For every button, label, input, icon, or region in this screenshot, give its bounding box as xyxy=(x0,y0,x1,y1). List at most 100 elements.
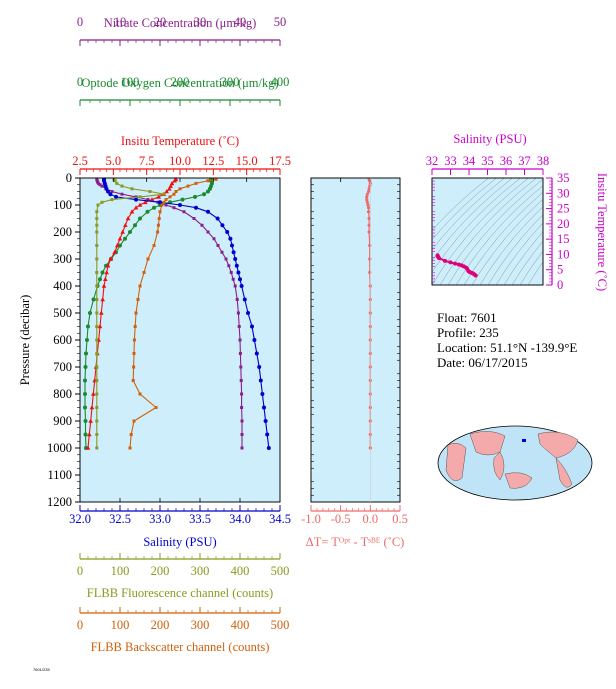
salinity-axis-title: Salinity (PSU) xyxy=(143,535,216,549)
ts-salinity-tick-label-0: 32 xyxy=(426,154,439,168)
fluorescence-tick-label-4: 400 xyxy=(231,564,250,578)
fluorescence-point-22 xyxy=(95,338,99,342)
oxygen-tick-label-2: 200 xyxy=(171,75,190,89)
nitrate-point-32 xyxy=(239,379,243,382)
pressure-tick-label-11: 1100 xyxy=(47,468,72,482)
ts-temperature-tick-label-3: 15 xyxy=(557,232,570,246)
date: Date: 06/17/2015 xyxy=(437,355,528,370)
backscatter-point-27 xyxy=(154,406,158,409)
salinity-point-12 xyxy=(206,209,210,214)
delta-t-point-11 xyxy=(366,206,371,210)
backscatter-point-5 xyxy=(174,190,178,193)
nitrate-point-37 xyxy=(240,446,244,450)
fluorescence-point-11 xyxy=(95,210,99,214)
backscatter-point-13 xyxy=(156,223,160,227)
fluorescence-point-8 xyxy=(110,198,114,202)
nitrate-point-33 xyxy=(240,392,244,396)
delta-t-point-16 xyxy=(368,243,372,248)
salinity-point-35 xyxy=(266,446,271,450)
ts-point-4 xyxy=(442,258,447,263)
backscatter-point-16 xyxy=(146,257,150,261)
ts-salinity-tick-label-3: 35 xyxy=(481,154,494,168)
oxygen-point-24 xyxy=(91,297,96,302)
salinity-point-25 xyxy=(246,311,250,315)
nitrate-point-35 xyxy=(240,419,244,423)
temperature-point-34 xyxy=(87,432,92,437)
fluorescence-point-27 xyxy=(95,406,99,409)
oxygen-point-8 xyxy=(180,197,185,202)
backscatter-tick-label-5: 500 xyxy=(271,618,290,632)
nitrate-point-15 xyxy=(192,217,196,220)
world-map-icon xyxy=(437,425,593,501)
temperature-point-1 xyxy=(172,178,177,183)
nitrate-tick-label-5: 50 xyxy=(274,15,287,29)
oxygen-point-29 xyxy=(83,365,88,369)
temperature-tick-label-3: 10.0 xyxy=(169,154,191,168)
ts-density-contour xyxy=(487,214,543,285)
fluorescence-tick-label-2: 200 xyxy=(151,564,170,578)
salinity-point-10 xyxy=(178,203,182,207)
temperature-point-20 xyxy=(105,263,111,268)
fluorescence-point-24 xyxy=(95,365,99,369)
temperature-point-32 xyxy=(89,405,95,410)
oxygen-point-26 xyxy=(86,324,90,329)
nitrate-tick-label-4: 40 xyxy=(234,15,247,29)
pressure-tick-label-10: 1000 xyxy=(47,441,72,455)
pressure-tick-label-1: 100 xyxy=(53,198,72,212)
profile-number: Profile: 235 xyxy=(437,325,499,340)
salinity-point-9 xyxy=(158,200,162,205)
delta-t-point-9 xyxy=(365,200,369,204)
delta-t-plot-area xyxy=(310,177,401,503)
temperature-tick-label-6: 17.5 xyxy=(269,154,291,168)
location: Location: 51.1°N -139.9°E xyxy=(437,340,577,355)
nitrate-point-21 xyxy=(224,257,228,261)
float-number: Float: 7601 xyxy=(437,310,497,325)
ts-temperature-tick-label-1: 5 xyxy=(557,263,563,277)
fluorescence-tick-label-0: 0 xyxy=(77,564,83,578)
nitrate-point-12 xyxy=(164,203,168,207)
temperature-point-13 xyxy=(125,216,131,221)
delta-t-point-18 xyxy=(368,270,372,275)
temperature-point-22 xyxy=(103,276,108,282)
oxygen-point-13 xyxy=(138,216,142,221)
ts-density-contour xyxy=(463,191,543,285)
backscatter-point-28 xyxy=(132,419,136,423)
backscatter-point-15 xyxy=(152,244,156,247)
chart-axes: 0100200300400500600700800900100011001200… xyxy=(47,15,570,632)
salinity-point-5 xyxy=(106,189,110,194)
backscatter-tick-label-3: 300 xyxy=(191,618,210,632)
salinity-point-24 xyxy=(242,297,247,302)
temperature-point-10 xyxy=(137,202,143,207)
fluorescence-point-10 xyxy=(96,203,100,207)
backscatter-tick-label-4: 400 xyxy=(231,618,250,632)
nitrate-point-14 xyxy=(182,210,186,214)
oxygen-point-16 xyxy=(123,236,127,241)
salinity-tick-label-4: 34.0 xyxy=(229,512,251,526)
fluorescence-point-13 xyxy=(95,223,99,227)
backscatter-point-4 xyxy=(178,187,182,191)
backscatter-point-17 xyxy=(142,271,146,274)
nitrate-point-27 xyxy=(236,311,240,315)
ts-density-contour xyxy=(432,178,505,251)
nitrate-point-24 xyxy=(231,277,235,281)
ts-point-3 xyxy=(437,256,442,261)
backscatter-point-19 xyxy=(136,298,140,301)
backscatter-axis-title: FLBB Backscatter channel (counts) xyxy=(91,640,270,654)
backscatter-point-29 xyxy=(129,433,133,436)
fluorescence-tick-label-5: 500 xyxy=(271,564,290,578)
nitrate-axis-title: Nitrate Concentration (μm/kg) xyxy=(104,16,257,30)
fluorescence-point-9 xyxy=(100,200,104,204)
salinity-point-16 xyxy=(228,236,233,241)
ts-density-contours xyxy=(432,178,543,285)
fluorescence-point-21 xyxy=(95,325,99,328)
nitrate-point-5 xyxy=(100,184,104,188)
fluorescence-point-7 xyxy=(138,195,142,199)
ts-density-contour xyxy=(432,178,513,262)
temperature-point-23 xyxy=(101,283,107,288)
ts-point-18 xyxy=(473,273,478,278)
pressure-tick-label-12: 1200 xyxy=(47,495,72,509)
nitrate-tick-label-2: 20 xyxy=(154,15,167,29)
ts-density-contour xyxy=(503,231,543,285)
salinity-point-8 xyxy=(134,197,138,202)
